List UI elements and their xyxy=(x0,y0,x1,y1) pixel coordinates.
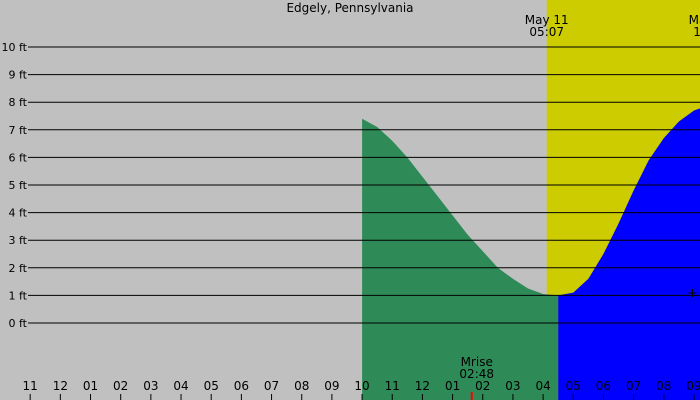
x-tick-label: 04 xyxy=(173,379,188,393)
x-tick-label: 11 xyxy=(385,379,400,393)
moon-event-time: 02:48 xyxy=(459,367,494,381)
grid-lines xyxy=(28,46,700,324)
x-tick-label: 06 xyxy=(234,379,249,393)
x-tick-label: 08 xyxy=(656,379,671,393)
x-tick-label: 05 xyxy=(566,379,581,393)
x-tick-label: 03 xyxy=(143,379,158,393)
rising-tide-segment xyxy=(558,108,700,400)
x-tick-label: 03 xyxy=(505,379,520,393)
y-tick-label: 5 ft xyxy=(9,179,28,192)
x-tick-label: 12 xyxy=(415,379,430,393)
x-tick-label: 12 xyxy=(53,379,68,393)
x-tick-label: 01 xyxy=(83,379,98,393)
y-tick-label: 0 ft xyxy=(9,317,28,330)
y-tick-label: 6 ft xyxy=(9,151,28,164)
falling-tide-segment xyxy=(362,118,559,400)
x-tick-label: 05 xyxy=(204,379,219,393)
y-tick-label: 1 ft xyxy=(9,289,28,302)
x-axis: 11 12 01 02 03 04 05 06 07 08 09 10 11 12 01 02 03 04 05 06… xyxy=(23,379,700,400)
x-tick-label: 07 xyxy=(626,379,641,393)
x-tick-label: 02 xyxy=(113,379,128,393)
tide-area xyxy=(362,108,700,400)
event-time: 10:33 xyxy=(693,25,700,39)
y-tick-label: 9 ft xyxy=(9,69,28,82)
y-tick-label: 2 ft xyxy=(9,262,28,275)
y-tick-label: 3 ft xyxy=(9,234,28,247)
x-tick-label: 09 xyxy=(324,379,339,393)
moon-event-label: Mrise xyxy=(461,355,493,369)
x-tick-label: 08 xyxy=(294,379,309,393)
x-tick-label: 10 xyxy=(354,379,369,393)
x-tick-label: 04 xyxy=(535,379,550,393)
y-axis: 0 ft 1 ft 2 ft 3 ft 4 ft 5 ft 6 ft 7 ft 8 ft 9 ft… xyxy=(2,41,28,330)
x-tick-label: 07 xyxy=(264,379,279,393)
x-tick-label: 02 xyxy=(475,379,490,393)
y-tick-label: 8 ft xyxy=(9,96,28,109)
event-time: 05:07 xyxy=(529,25,564,39)
event-date: May 11 xyxy=(689,13,700,27)
y-tick-label: 10 ft xyxy=(2,41,28,54)
chart-title: Edgely, Pennsylvania xyxy=(286,1,413,15)
x-tick-label: 09 xyxy=(686,379,700,393)
current-time-marker xyxy=(688,289,697,297)
event-date: May 11 xyxy=(525,13,569,27)
y-tick-label: 4 ft xyxy=(9,207,28,220)
x-tick-label: 06 xyxy=(596,379,611,393)
x-tick-label: 01 xyxy=(445,379,460,393)
x-tick-label: 11 xyxy=(23,379,38,393)
y-tick-label: 7 ft xyxy=(9,124,28,137)
